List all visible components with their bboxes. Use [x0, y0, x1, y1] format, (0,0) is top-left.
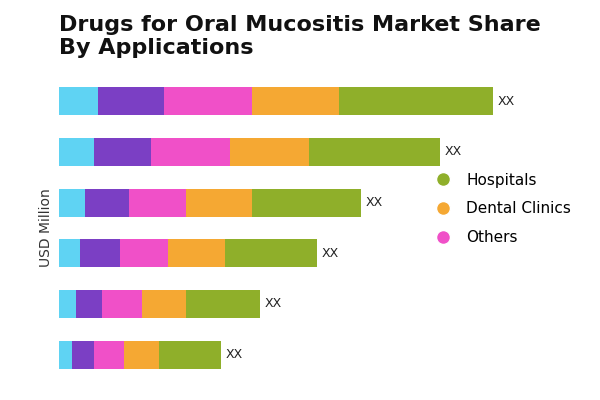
Bar [151, 138, 230, 166]
Text: Drugs for Oral Mucositis Market Share
By Applications: Drugs for Oral Mucositis Market Share By… [59, 15, 541, 58]
Bar [251, 87, 340, 115]
Text: XX: XX [497, 95, 515, 108]
Legend: Hospitals, Dental Clinics, Others: Hospitals, Dental Clinics, Others [422, 166, 577, 251]
Text: XX: XX [265, 298, 282, 310]
Bar [59, 138, 94, 166]
Bar [340, 87, 493, 115]
Bar [59, 239, 80, 267]
Bar [142, 290, 186, 318]
Bar [120, 239, 168, 267]
Bar [251, 189, 361, 216]
Bar [308, 138, 440, 166]
Text: XX: XX [322, 247, 339, 260]
Bar [85, 189, 129, 216]
Bar [124, 341, 160, 368]
Bar [129, 189, 186, 216]
Bar [80, 239, 120, 267]
Bar [164, 87, 251, 115]
Bar [168, 239, 225, 267]
Bar [103, 290, 142, 318]
Bar [59, 189, 85, 216]
Bar [225, 239, 317, 267]
Bar [186, 189, 251, 216]
Bar [59, 341, 72, 368]
Text: XX: XX [365, 196, 383, 209]
Bar [76, 290, 103, 318]
Text: XX: XX [445, 146, 462, 158]
Bar [72, 341, 94, 368]
Bar [186, 290, 260, 318]
Bar [94, 138, 151, 166]
Bar [59, 87, 98, 115]
Bar [59, 290, 76, 318]
Text: XX: XX [225, 348, 242, 361]
Y-axis label: USD Million: USD Million [39, 188, 53, 267]
Bar [160, 341, 221, 368]
Bar [94, 341, 124, 368]
Bar [230, 138, 308, 166]
Bar [98, 87, 164, 115]
